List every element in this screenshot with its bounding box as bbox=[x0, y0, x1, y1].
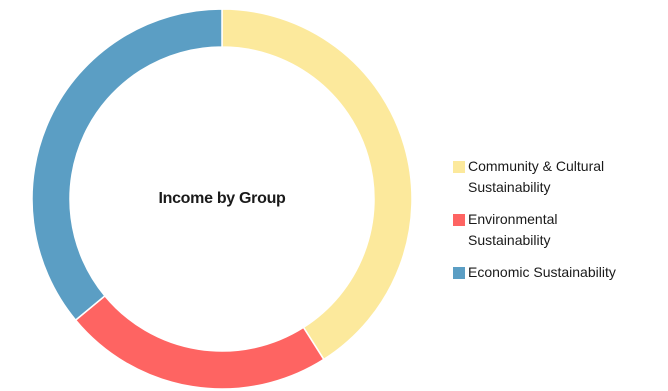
chart-title: Income by Group bbox=[158, 190, 286, 207]
donut-slice-economic bbox=[31, 8, 223, 322]
donut-slice-environmental bbox=[74, 294, 325, 390]
legend-label-economic-line1: Economic Sustainability bbox=[468, 264, 616, 280]
donut-slice-community bbox=[221, 8, 413, 361]
legend-label-community-line1: Community & Cultural bbox=[468, 158, 605, 174]
legend-swatch-environmental bbox=[453, 214, 465, 226]
legend-item-community: Community & Cultural Sustainability bbox=[451, 156, 661, 198]
legend-label-environmental-line1: Environmental bbox=[468, 211, 558, 227]
legend-swatch-economic bbox=[453, 267, 465, 279]
legend-swatch-community bbox=[453, 161, 465, 173]
legend-item-environmental: Environmental Sustainability bbox=[451, 209, 661, 251]
legend: Community & Cultural Sustainability Envi… bbox=[451, 156, 661, 294]
legend-label-environmental-line2: Sustainability bbox=[468, 232, 551, 248]
legend-item-economic: Economic Sustainability bbox=[451, 262, 661, 283]
legend-label-community-line2: Sustainability bbox=[468, 179, 551, 195]
